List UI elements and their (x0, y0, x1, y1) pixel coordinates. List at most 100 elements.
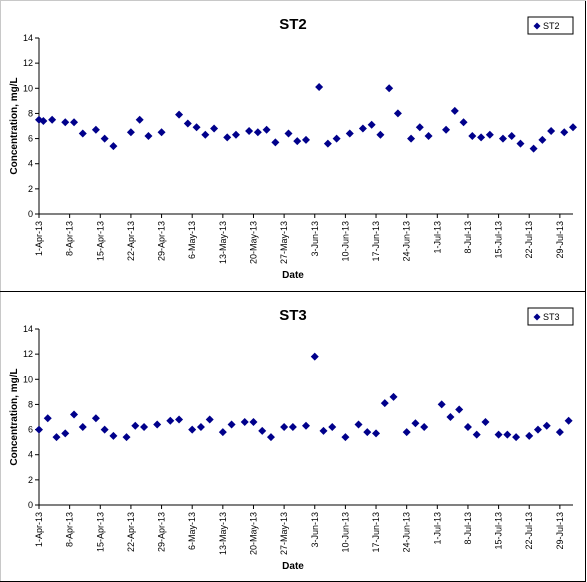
legend-marker (533, 313, 541, 321)
x-tick-label: 20-May-13 (248, 512, 258, 555)
data-point (100, 134, 109, 143)
data-point (122, 433, 131, 442)
chart-title: ST3 (279, 307, 307, 324)
y-tick-label: 2 (28, 475, 33, 485)
data-point (525, 431, 534, 440)
data-point (323, 139, 332, 148)
x-tick-label: 27-May-13 (279, 512, 289, 555)
y-tick-label: 8 (28, 108, 33, 118)
data-point (61, 429, 70, 438)
y-tick-label: 12 (23, 349, 33, 359)
data-point (271, 138, 280, 147)
data-point (442, 125, 451, 134)
data-point (498, 134, 507, 143)
data-point (354, 420, 363, 429)
x-tick-label: 10-Jun-13 (340, 221, 350, 262)
y-tick-label: 6 (28, 425, 33, 435)
legend: ST2 (527, 16, 574, 35)
x-tick-label: 27-May-13 (279, 221, 289, 264)
x-tick-label: 17-Jun-13 (371, 512, 381, 553)
data-point (477, 133, 486, 142)
data-point (205, 415, 214, 424)
data-point (472, 430, 481, 439)
data-point (529, 144, 538, 153)
data-point (459, 118, 468, 127)
data-point (411, 419, 420, 428)
data-point (245, 127, 254, 136)
x-tick-label: 15-Jul-13 (494, 221, 504, 259)
data-point (389, 392, 398, 401)
data-point (43, 414, 52, 423)
y-axis-label: Concentration, mg/L (9, 368, 20, 465)
data-point (70, 118, 79, 127)
data-point (61, 118, 70, 127)
data-point (415, 123, 424, 132)
data-point (188, 425, 197, 434)
data-point (485, 130, 494, 139)
y-tick-label: 0 (28, 209, 33, 219)
data-point (227, 420, 236, 429)
legend-box (527, 16, 574, 35)
x-tick-label: 24-Jun-13 (402, 512, 412, 553)
data-point (91, 414, 100, 423)
data-point (280, 423, 289, 432)
data-point (367, 120, 376, 129)
data-point (450, 106, 459, 115)
x-tick-label: 15-Apr-13 (95, 221, 105, 261)
y-tick-label: 8 (28, 399, 33, 409)
x-tick-label: 10-Jun-13 (340, 512, 350, 553)
chart-panel-st3: ST3 0 2 4 6 8 10 12 14 1-Apr-13 8-Apr-13 15-Apr-13 2… (0, 291, 586, 582)
x-tick-label: 29-Apr-13 (157, 512, 167, 552)
y-tick-label: 12 (23, 58, 33, 68)
x-tick-label: 3-Jun-13 (310, 221, 320, 257)
chart-frame (0, 1, 586, 291)
data-point (560, 128, 569, 137)
x-tick-label: 13-May-13 (218, 221, 228, 264)
x-tick-label: 3-Jun-13 (310, 512, 320, 548)
x-tick-label: 13-May-13 (218, 512, 228, 555)
data-point (262, 125, 271, 134)
y-tick-label: 4 (28, 450, 33, 460)
data-point (218, 428, 227, 437)
data-point (328, 423, 337, 432)
x-tick-label: 15-Apr-13 (95, 512, 105, 552)
legend-box (527, 307, 574, 326)
data-point (372, 429, 381, 438)
data-point (494, 430, 503, 439)
data-point (157, 128, 166, 137)
y-tick-label: 10 (23, 374, 33, 384)
y-tick-label: 14 (23, 324, 33, 334)
data-point (533, 425, 542, 434)
data-point (284, 129, 293, 138)
x-tick-label: 1-Apr-13 (34, 221, 44, 256)
data-point (455, 405, 464, 414)
data-point (468, 132, 477, 141)
data-point (547, 127, 556, 136)
data-point (35, 425, 43, 434)
data-point (345, 129, 354, 138)
data-point (293, 137, 302, 146)
x-tick-label: 22-Jul-13 (524, 221, 534, 259)
legend: ST3 (527, 307, 574, 326)
data-point (393, 109, 402, 118)
x-tick-label: 29-Apr-13 (157, 221, 167, 261)
data-point (420, 423, 429, 432)
data-point (463, 423, 472, 432)
data-point (446, 413, 455, 421)
x-tick-label: 8-Apr-13 (65, 512, 75, 547)
x-tick-label: 20-May-13 (248, 221, 258, 264)
data-point (437, 400, 446, 409)
data-point (319, 426, 328, 435)
data-point (48, 115, 57, 124)
x-tick-label: 22-Apr-13 (126, 221, 136, 261)
legend-label: ST2 (543, 21, 560, 31)
data-point (201, 130, 210, 139)
data-point (516, 139, 525, 148)
y-tick-label: 14 (23, 33, 33, 43)
x-tick-label: 8-Apr-13 (65, 221, 75, 256)
data-point (358, 124, 367, 133)
data-point (183, 119, 192, 128)
chart-svg-st3: ST3 0 2 4 6 8 10 12 14 1-Apr-13 8-Apr-13 15-Apr-13 2… (9, 307, 574, 572)
y-axis-label: Concentration, mg/L (9, 77, 20, 174)
x-tick-label: 8-Jul-13 (463, 221, 473, 254)
